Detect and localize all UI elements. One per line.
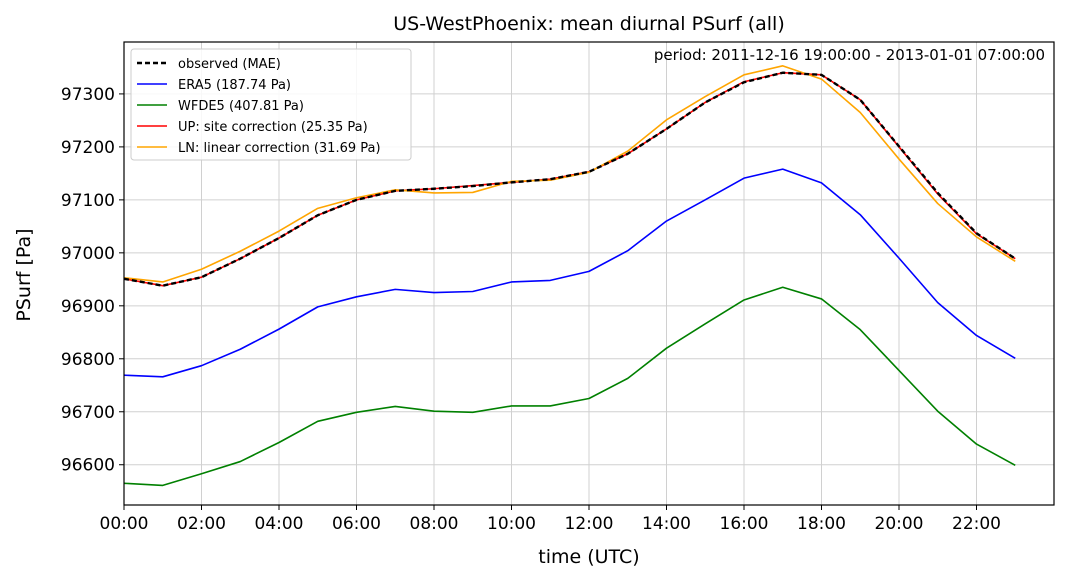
y-tick-label: 96800 (61, 350, 115, 370)
series-lines (123, 65, 1016, 487)
legend-label-era5: ERA5 (187.74 Pa) (178, 78, 291, 93)
x-tick-label: 12:00 (565, 514, 614, 534)
period-annotation: period: 2011-12-16 19:00:00 - 2013-01-01… (654, 46, 1045, 64)
y-tick-label: 97100 (61, 191, 115, 211)
y-tick-label: 97000 (61, 244, 115, 264)
legend-label-up-site-correction: UP: site correction (25.35 Pa) (178, 120, 368, 135)
x-tick-label: 22:00 (952, 514, 1001, 534)
x-tick-label: 02:00 (177, 514, 226, 534)
y-tick-label: 96700 (61, 403, 115, 423)
x-tick-label: 20:00 (875, 514, 924, 534)
legend-box (130, 48, 412, 161)
legend-label-observed: observed (MAE) (178, 57, 281, 72)
x-tick-label: 16:00 (720, 514, 769, 534)
x-tick-label: 00:00 (100, 514, 149, 534)
x-tick-label: 10:00 (487, 514, 536, 534)
y-tick-label: 96600 (61, 456, 115, 476)
legend-label-wfde5: WFDE5 (407.81 Pa) (178, 99, 304, 114)
x-axis-title: time (UTC) (538, 546, 639, 568)
grid (123, 42, 1054, 505)
legend-label-ln-linear-correction: LN: linear correction (31.69 Pa) (178, 141, 381, 156)
x-tick-label: 14:00 (642, 514, 691, 534)
x-tick-label: 08:00 (410, 514, 459, 534)
x-tick-label: 04:00 (255, 514, 304, 534)
series-line-era5 (123, 168, 1016, 378)
y-tick-label: 97200 (61, 138, 115, 158)
series-line-observed (123, 71, 1016, 287)
axis-ticks: 00:00 02:00 04:00 06:00 08:00 10:00 12:00 14:00… (61, 85, 1001, 534)
y-tick-label: 97300 (61, 85, 115, 105)
y-tick-label: 96900 (61, 297, 115, 317)
y-axis-title: PSurf [Pa] (13, 228, 35, 321)
x-tick-label: 18:00 (797, 514, 846, 534)
chart-title: US-WestPhoenix: mean diurnal PSurf (all) (393, 13, 785, 35)
legend: observed (MAE) ERA5 (187.74 Pa) WFDE5 (407… (130, 48, 412, 161)
x-tick-label: 06:00 (332, 514, 381, 534)
series-line-wfde5 (123, 286, 1016, 487)
